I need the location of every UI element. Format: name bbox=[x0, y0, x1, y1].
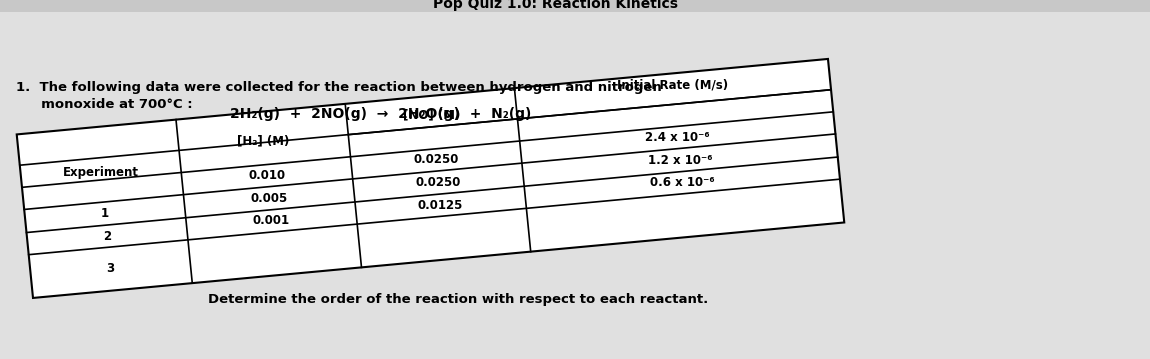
Text: 2H₂(g)  +  2NO(g)  →  2H₂O(g)  +  N₂(g): 2H₂(g) + 2NO(g) → 2H₂O(g) + N₂(g) bbox=[230, 107, 531, 121]
Text: 0.0250: 0.0250 bbox=[414, 153, 459, 167]
Text: Determine the order of the reaction with respect to each reactant.: Determine the order of the reaction with… bbox=[208, 293, 708, 306]
Text: 1.  The following data were collected for the reaction between hydrogen and nitr: 1. The following data were collected for… bbox=[16, 81, 662, 94]
Text: 2.4 x 10⁻⁶: 2.4 x 10⁻⁶ bbox=[645, 131, 710, 144]
Text: 0.0125: 0.0125 bbox=[417, 199, 463, 212]
Text: 1: 1 bbox=[101, 207, 109, 220]
Text: 0.001: 0.001 bbox=[253, 214, 290, 227]
Text: 3: 3 bbox=[107, 262, 115, 275]
Bar bbox=[17, 59, 844, 298]
Text: [H₂] (M): [H₂] (M) bbox=[237, 134, 290, 147]
Text: 2: 2 bbox=[104, 230, 112, 243]
Text: 0.6 x 10⁻⁶: 0.6 x 10⁻⁶ bbox=[650, 176, 714, 189]
Text: 0.005: 0.005 bbox=[251, 192, 288, 205]
Text: monoxide at 700°C :: monoxide at 700°C : bbox=[18, 98, 193, 111]
Text: 1.2 x 10⁻⁶: 1.2 x 10⁻⁶ bbox=[647, 154, 712, 167]
Text: Experiment: Experiment bbox=[63, 166, 139, 179]
Text: 0.0250: 0.0250 bbox=[416, 176, 461, 189]
Text: 0.010: 0.010 bbox=[248, 169, 285, 182]
Text: [NO] (M): [NO] (M) bbox=[402, 109, 460, 122]
Text: Pop Quiz 1.0: Reaction Kinetics: Pop Quiz 1.0: Reaction Kinetics bbox=[434, 0, 678, 11]
Text: Initial Rate (M/s): Initial Rate (M/s) bbox=[616, 79, 728, 92]
